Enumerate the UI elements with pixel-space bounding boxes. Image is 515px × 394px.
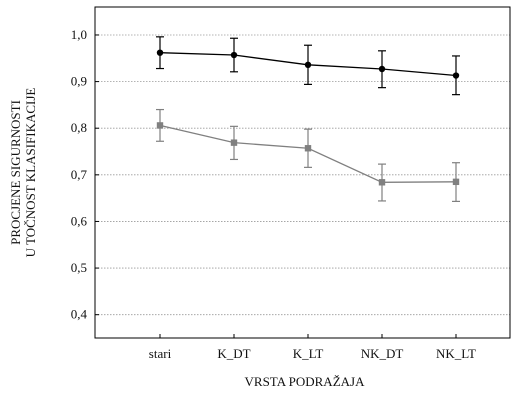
data-point bbox=[378, 65, 386, 73]
series-layer bbox=[156, 36, 460, 203]
y-tick-label: 0,8 bbox=[71, 120, 87, 135]
series-1 bbox=[156, 36, 460, 96]
y-tick-label: 0,7 bbox=[71, 167, 88, 182]
y-tick-label: 0,5 bbox=[71, 260, 87, 275]
x-tick-label: stari bbox=[149, 346, 172, 361]
y-tick-label: 0,4 bbox=[71, 307, 88, 322]
x-axis-title: VRSTA PODRAŽAJA bbox=[245, 374, 366, 389]
data-point bbox=[156, 122, 164, 129]
y-axis-title: PROCJENE SIGURNOSTI U TOČNOST KLASIFIKAC… bbox=[8, 88, 38, 258]
plot-frame bbox=[94, 6, 511, 339]
y-axis: 0,4 0,5 0,6 0,7 0,8 0,9 1,0 bbox=[71, 27, 99, 322]
data-point bbox=[304, 61, 312, 69]
grid-layer bbox=[95, 34, 510, 316]
data-point bbox=[230, 51, 238, 59]
y-axis-title-line-1: PROCJENE SIGURNOSTI bbox=[8, 100, 23, 245]
data-point bbox=[378, 179, 386, 186]
y-tick-label: 0,9 bbox=[71, 74, 87, 89]
x-tick-label: NK_LT bbox=[436, 346, 476, 361]
y-tick-label: 0,6 bbox=[71, 213, 88, 228]
data-point bbox=[230, 139, 238, 146]
x-axis: stari K_DT K_LT NK_DT NK_LT bbox=[149, 334, 476, 361]
series-2 bbox=[156, 108, 460, 203]
x-tick-label: K_DT bbox=[217, 346, 250, 361]
y-axis-title-line-2: U TOČNOST KLASIFIKACIJE bbox=[23, 88, 38, 258]
data-point bbox=[156, 49, 164, 56]
y-tick-label: 1,0 bbox=[71, 27, 87, 42]
data-point bbox=[452, 178, 460, 186]
x-tick-label: K_LT bbox=[293, 346, 324, 361]
data-point bbox=[304, 145, 312, 152]
x-tick-label: NK_DT bbox=[361, 346, 404, 361]
data-point bbox=[452, 72, 460, 79]
